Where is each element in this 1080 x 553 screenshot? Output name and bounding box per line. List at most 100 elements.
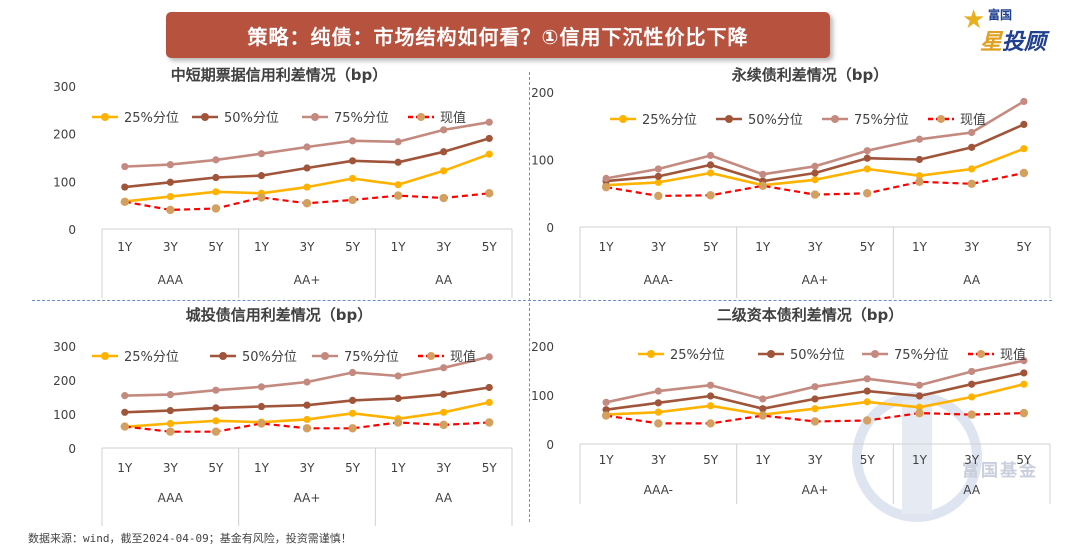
data-point-current (967, 410, 976, 419)
legend-label: 50%分位 (790, 348, 845, 363)
x-group-label: AA (435, 491, 453, 505)
data-point-p75 (212, 386, 220, 394)
data-point-p50 (257, 172, 266, 180)
data-point-p25 (348, 174, 357, 183)
legend-label: 25%分位 (124, 350, 179, 365)
data-point-current (1019, 408, 1029, 418)
data-point-p75 (915, 381, 924, 389)
legend-label: 75%分位 (894, 348, 949, 363)
logo-top-text: 富国 (988, 8, 1013, 22)
data-point-current (211, 204, 221, 213)
legend-marker-current (427, 352, 435, 360)
data-point-current (915, 177, 924, 186)
x-tick-label: 3Y (651, 240, 667, 254)
data-point-p75 (348, 137, 357, 145)
data-point-p50 (166, 178, 174, 186)
x-tick-label: 1Y (912, 453, 928, 467)
data-point-p75 (654, 387, 662, 395)
data-point-p75 (602, 398, 610, 406)
x-tick-label: 5Y (208, 240, 224, 254)
y-tick-label: 100 (531, 389, 554, 403)
data-point-p50 (968, 380, 976, 388)
data-point-p25 (1020, 145, 1028, 153)
data-point-current (120, 197, 129, 207)
logo-main-text: 星投顾 (980, 24, 1046, 56)
legend-marker-current (937, 115, 945, 123)
data-point-p50 (706, 392, 715, 400)
legend-label: 现值 (440, 110, 466, 126)
data-point-p50 (485, 383, 493, 392)
data-point-current (166, 205, 175, 215)
chart-svg: 二级资本债利差情况（bp） 0 100 200 AAA- AA+ AA 1Y 3Y 5Y 1Y 3Y 5… (531, 306, 1051, 504)
logo-main-b: 投顾 (1002, 30, 1047, 55)
data-point-p25 (1020, 380, 1028, 388)
series-line-p50 (605, 371, 1025, 411)
data-point-p25 (915, 172, 924, 180)
data-point-current (758, 411, 767, 420)
data-point-p25 (811, 405, 819, 413)
data-point-p25 (863, 165, 871, 173)
legend-label: 25%分位 (670, 348, 725, 363)
chart-panel-perpetual-bonds: 永续债利差情况（bp） 0 100 200 AAA- AA+ AA 1Y 3Y 5Y 1Y 3Y 5Y 1… (531, 62, 1051, 298)
data-point-current (810, 190, 820, 199)
x-group-label: AA+ (294, 491, 321, 505)
data-point-p50 (968, 143, 976, 151)
data-point-current (166, 427, 175, 436)
y-tick-label: 300 (53, 80, 76, 94)
legend-marker-p50 (767, 350, 775, 358)
data-point-p75 (121, 162, 129, 171)
legend-label: 现值 (960, 112, 986, 128)
legend-label: 50%分位 (748, 113, 803, 128)
x-group-label: AA+ (294, 273, 321, 287)
data-point-p25 (303, 415, 311, 424)
watermark-text: 富国基金 (962, 461, 1038, 481)
chart-svg: 城投债信用利差情况（bp） 0 100 200 300 AAA AA+ AA 1Y 3Y 5Y 1Y 3… (53, 306, 513, 526)
y-tick-label: 200 (531, 340, 554, 354)
data-point-p75 (759, 170, 767, 178)
x-tick-label: 3Y (300, 240, 316, 254)
data-point-p50 (348, 396, 357, 404)
data-point-p75 (166, 161, 174, 169)
x-tick-label: 5Y (345, 240, 361, 254)
x-tick-label: 3Y (163, 240, 179, 254)
data-point-p50 (915, 155, 924, 164)
data-point-current (863, 416, 872, 425)
data-point-p50 (121, 408, 129, 416)
x-tick-label: 5Y (860, 453, 876, 467)
data-point-p25 (863, 398, 871, 406)
legend-label: 现值 (450, 349, 476, 365)
x-group-label: AAA- (644, 483, 673, 497)
data-point-current (439, 420, 448, 430)
x-group-label: AA (963, 273, 981, 287)
x-tick-label: 5Y (860, 240, 876, 254)
data-point-current (601, 182, 611, 192)
data-point-p25 (706, 402, 715, 410)
legend-marker-p50 (201, 113, 209, 121)
data-point-p25 (166, 419, 174, 428)
data-point-p75 (654, 165, 662, 173)
data-point-p25 (968, 393, 976, 401)
x-tick-label: 3Y (651, 453, 667, 467)
data-point-current (120, 422, 129, 431)
data-point-current (758, 181, 767, 191)
data-point-p50 (915, 392, 924, 400)
data-point-current (967, 179, 976, 188)
x-tick-label: 3Y (964, 240, 980, 254)
data-point-p75 (863, 375, 871, 383)
y-tick-label: 100 (53, 175, 76, 189)
y-tick-label: 0 (546, 438, 554, 452)
x-tick-label: 3Y (436, 461, 452, 475)
legend-marker-current (977, 350, 985, 358)
data-point-p75 (811, 383, 819, 391)
data-point-current (485, 189, 494, 198)
data-point-p75 (394, 138, 402, 146)
data-point-p75 (706, 151, 715, 160)
legend-label: 75%分位 (334, 111, 389, 126)
series-line-p25 (124, 152, 490, 203)
data-point-p25 (811, 176, 819, 184)
data-point-current (863, 189, 872, 198)
x-tick-label: 3Y (300, 461, 316, 475)
data-point-p50 (1020, 369, 1028, 377)
data-point-p50 (166, 407, 174, 415)
x-tick-label: 3Y (808, 453, 824, 467)
